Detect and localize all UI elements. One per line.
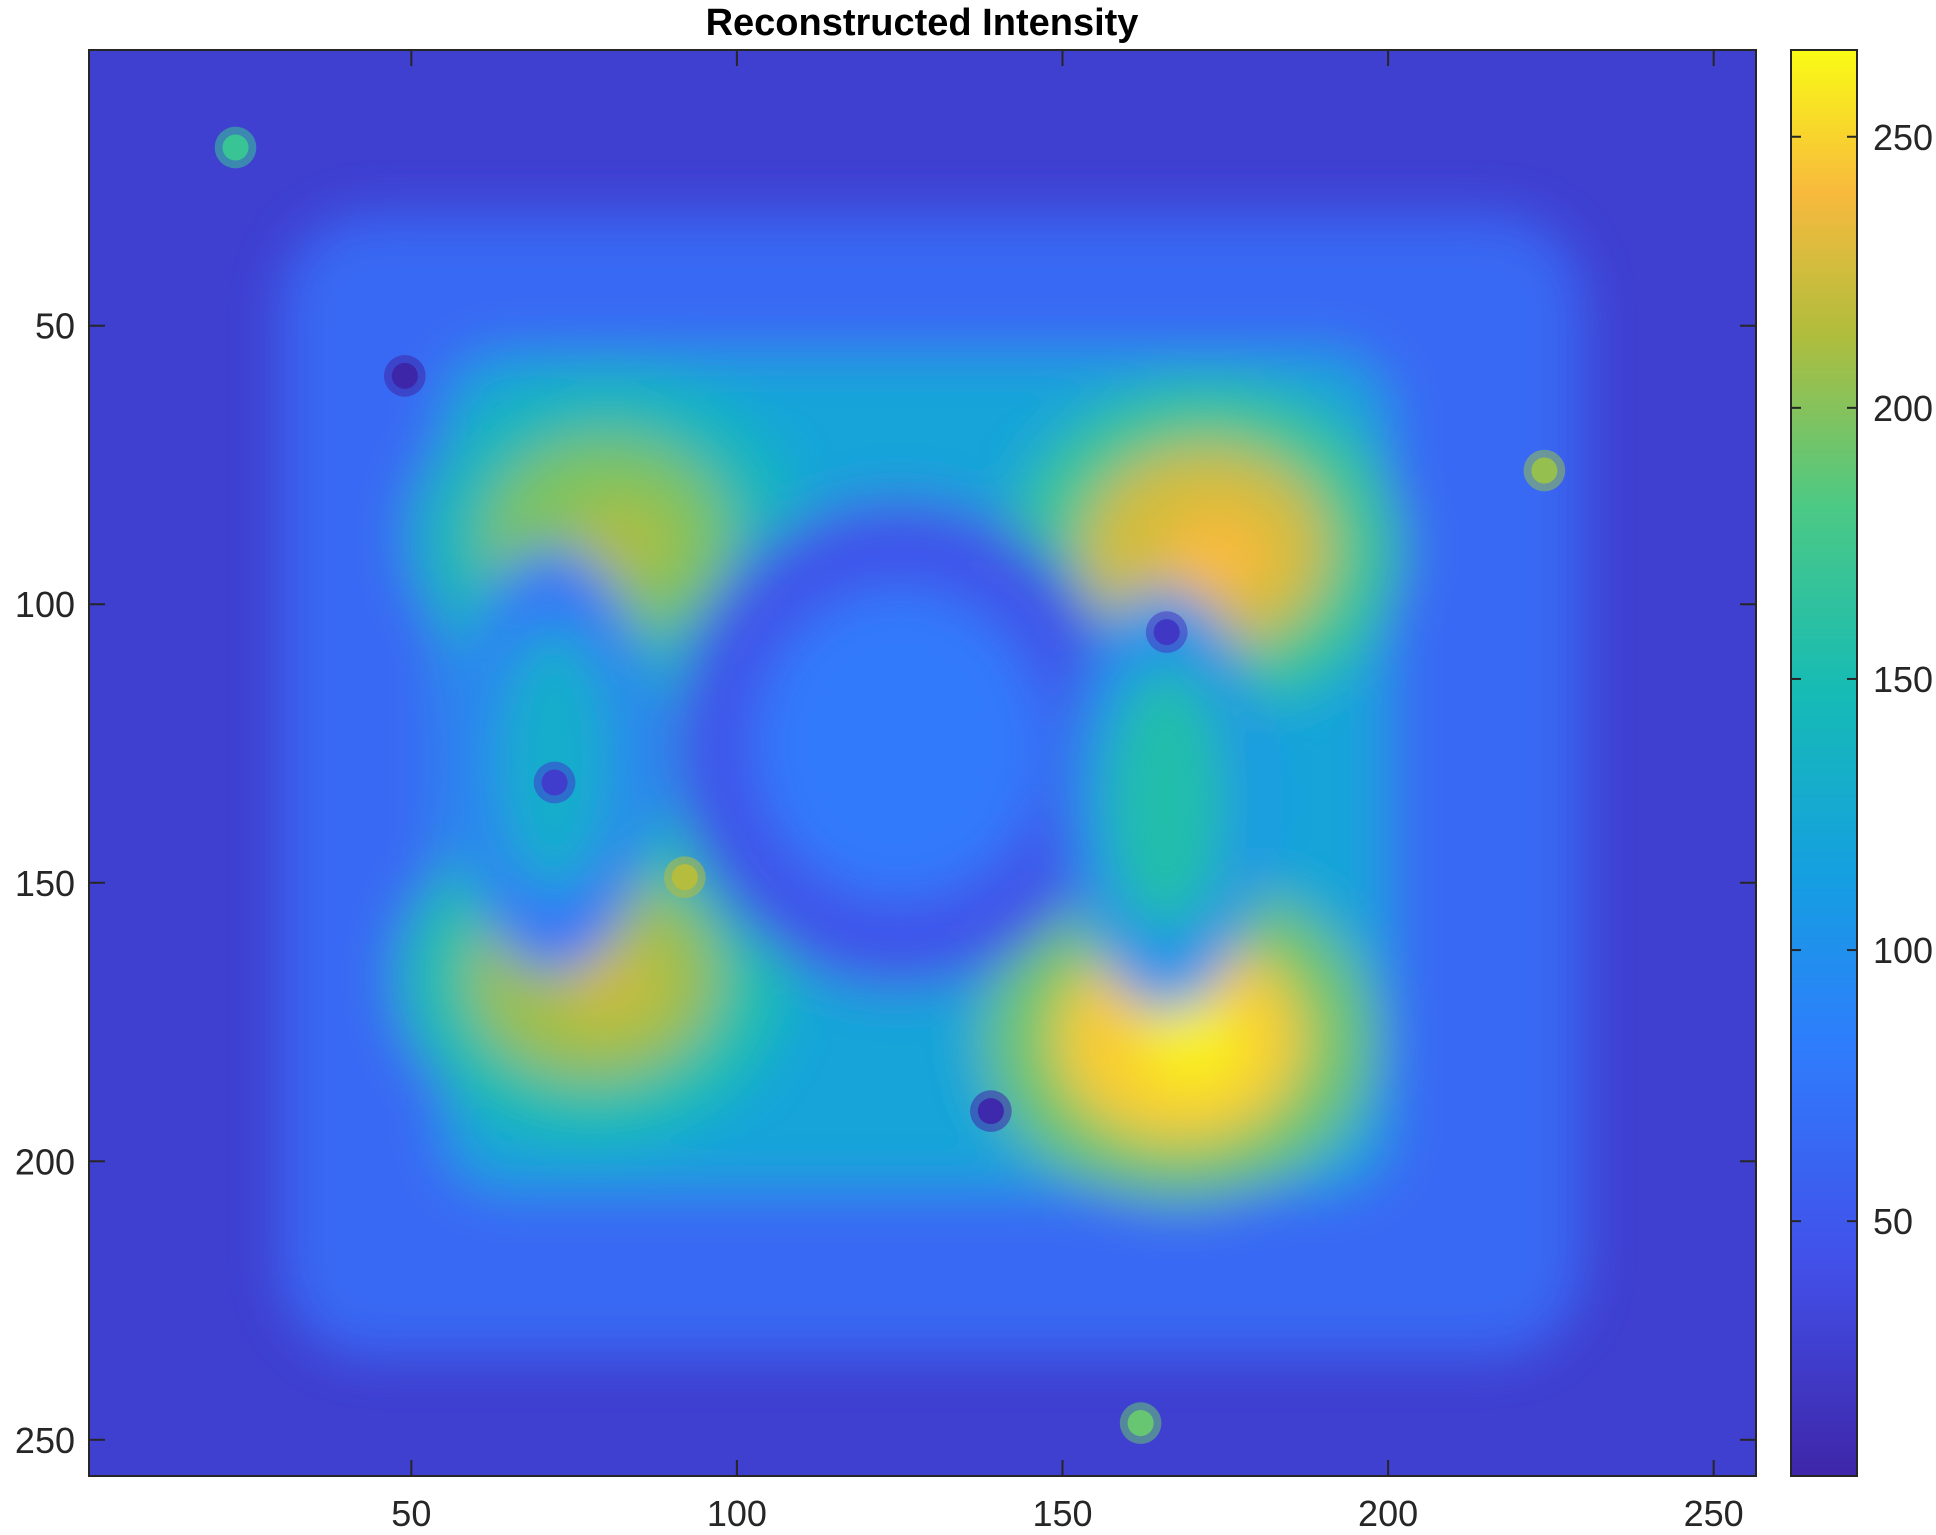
colorbar: 50 100 150 200 250: [1790, 49, 1933, 1477]
point-feature-0: [222, 134, 249, 161]
region-peak-1: [1164, 508, 1274, 600]
region-peak-3: [1138, 998, 1248, 1090]
y-tick-label-250: 250: [15, 1420, 75, 1461]
chart-title: Reconstructed Intensity: [706, 2, 1139, 44]
y-tick-label-200: 200: [15, 1141, 75, 1182]
point-feature-1: [391, 362, 418, 389]
region-inner-6: [1104, 663, 1230, 935]
y-tick-label-50: 50: [35, 306, 75, 347]
y-axis: 50 100 150 200 250: [15, 306, 1756, 1461]
plot-frame: [88, 49, 1757, 1477]
region-inner-4: [753, 587, 1046, 900]
colorbar-ticks: 50 100 150 200 250: [1791, 117, 1933, 1242]
point-feature-5: [1531, 457, 1558, 484]
x-tick-label-250: 250: [1684, 1493, 1744, 1534]
point-feature-4: [977, 1098, 1004, 1125]
y-tick-label-100: 100: [15, 584, 75, 625]
colorbar-tick-label-200: 200: [1873, 388, 1933, 429]
colorbar-gradient: [1790, 49, 1858, 1477]
point-feature-6: [1127, 1410, 1154, 1437]
heatmap-point-features: [214, 126, 1566, 1444]
x-tick-label-150: 150: [1032, 1493, 1092, 1534]
x-axis: 50 100 150 200 250: [391, 50, 1744, 1534]
x-tick-label-100: 100: [707, 1493, 767, 1534]
colorbar-tick-label-150: 150: [1873, 659, 1933, 700]
x-tick-label-50: 50: [391, 1493, 431, 1534]
y-tick-label-150: 150: [15, 863, 75, 904]
point-feature-7: [671, 864, 698, 891]
heatmap-plot-area[interactable]: [89, 50, 1756, 1476]
region-inner-5: [492, 624, 618, 896]
point-feature-3: [541, 769, 568, 796]
heatmap-intensity-field: [281, 214, 1584, 1357]
x-tick-label-200: 200: [1358, 1493, 1418, 1534]
colorbar-tick-label-50: 50: [1873, 1201, 1913, 1242]
colorbar-tick-label-250: 250: [1873, 117, 1933, 158]
point-feature-2: [1153, 619, 1180, 646]
colorbar-tick-label-100: 100: [1873, 930, 1933, 971]
